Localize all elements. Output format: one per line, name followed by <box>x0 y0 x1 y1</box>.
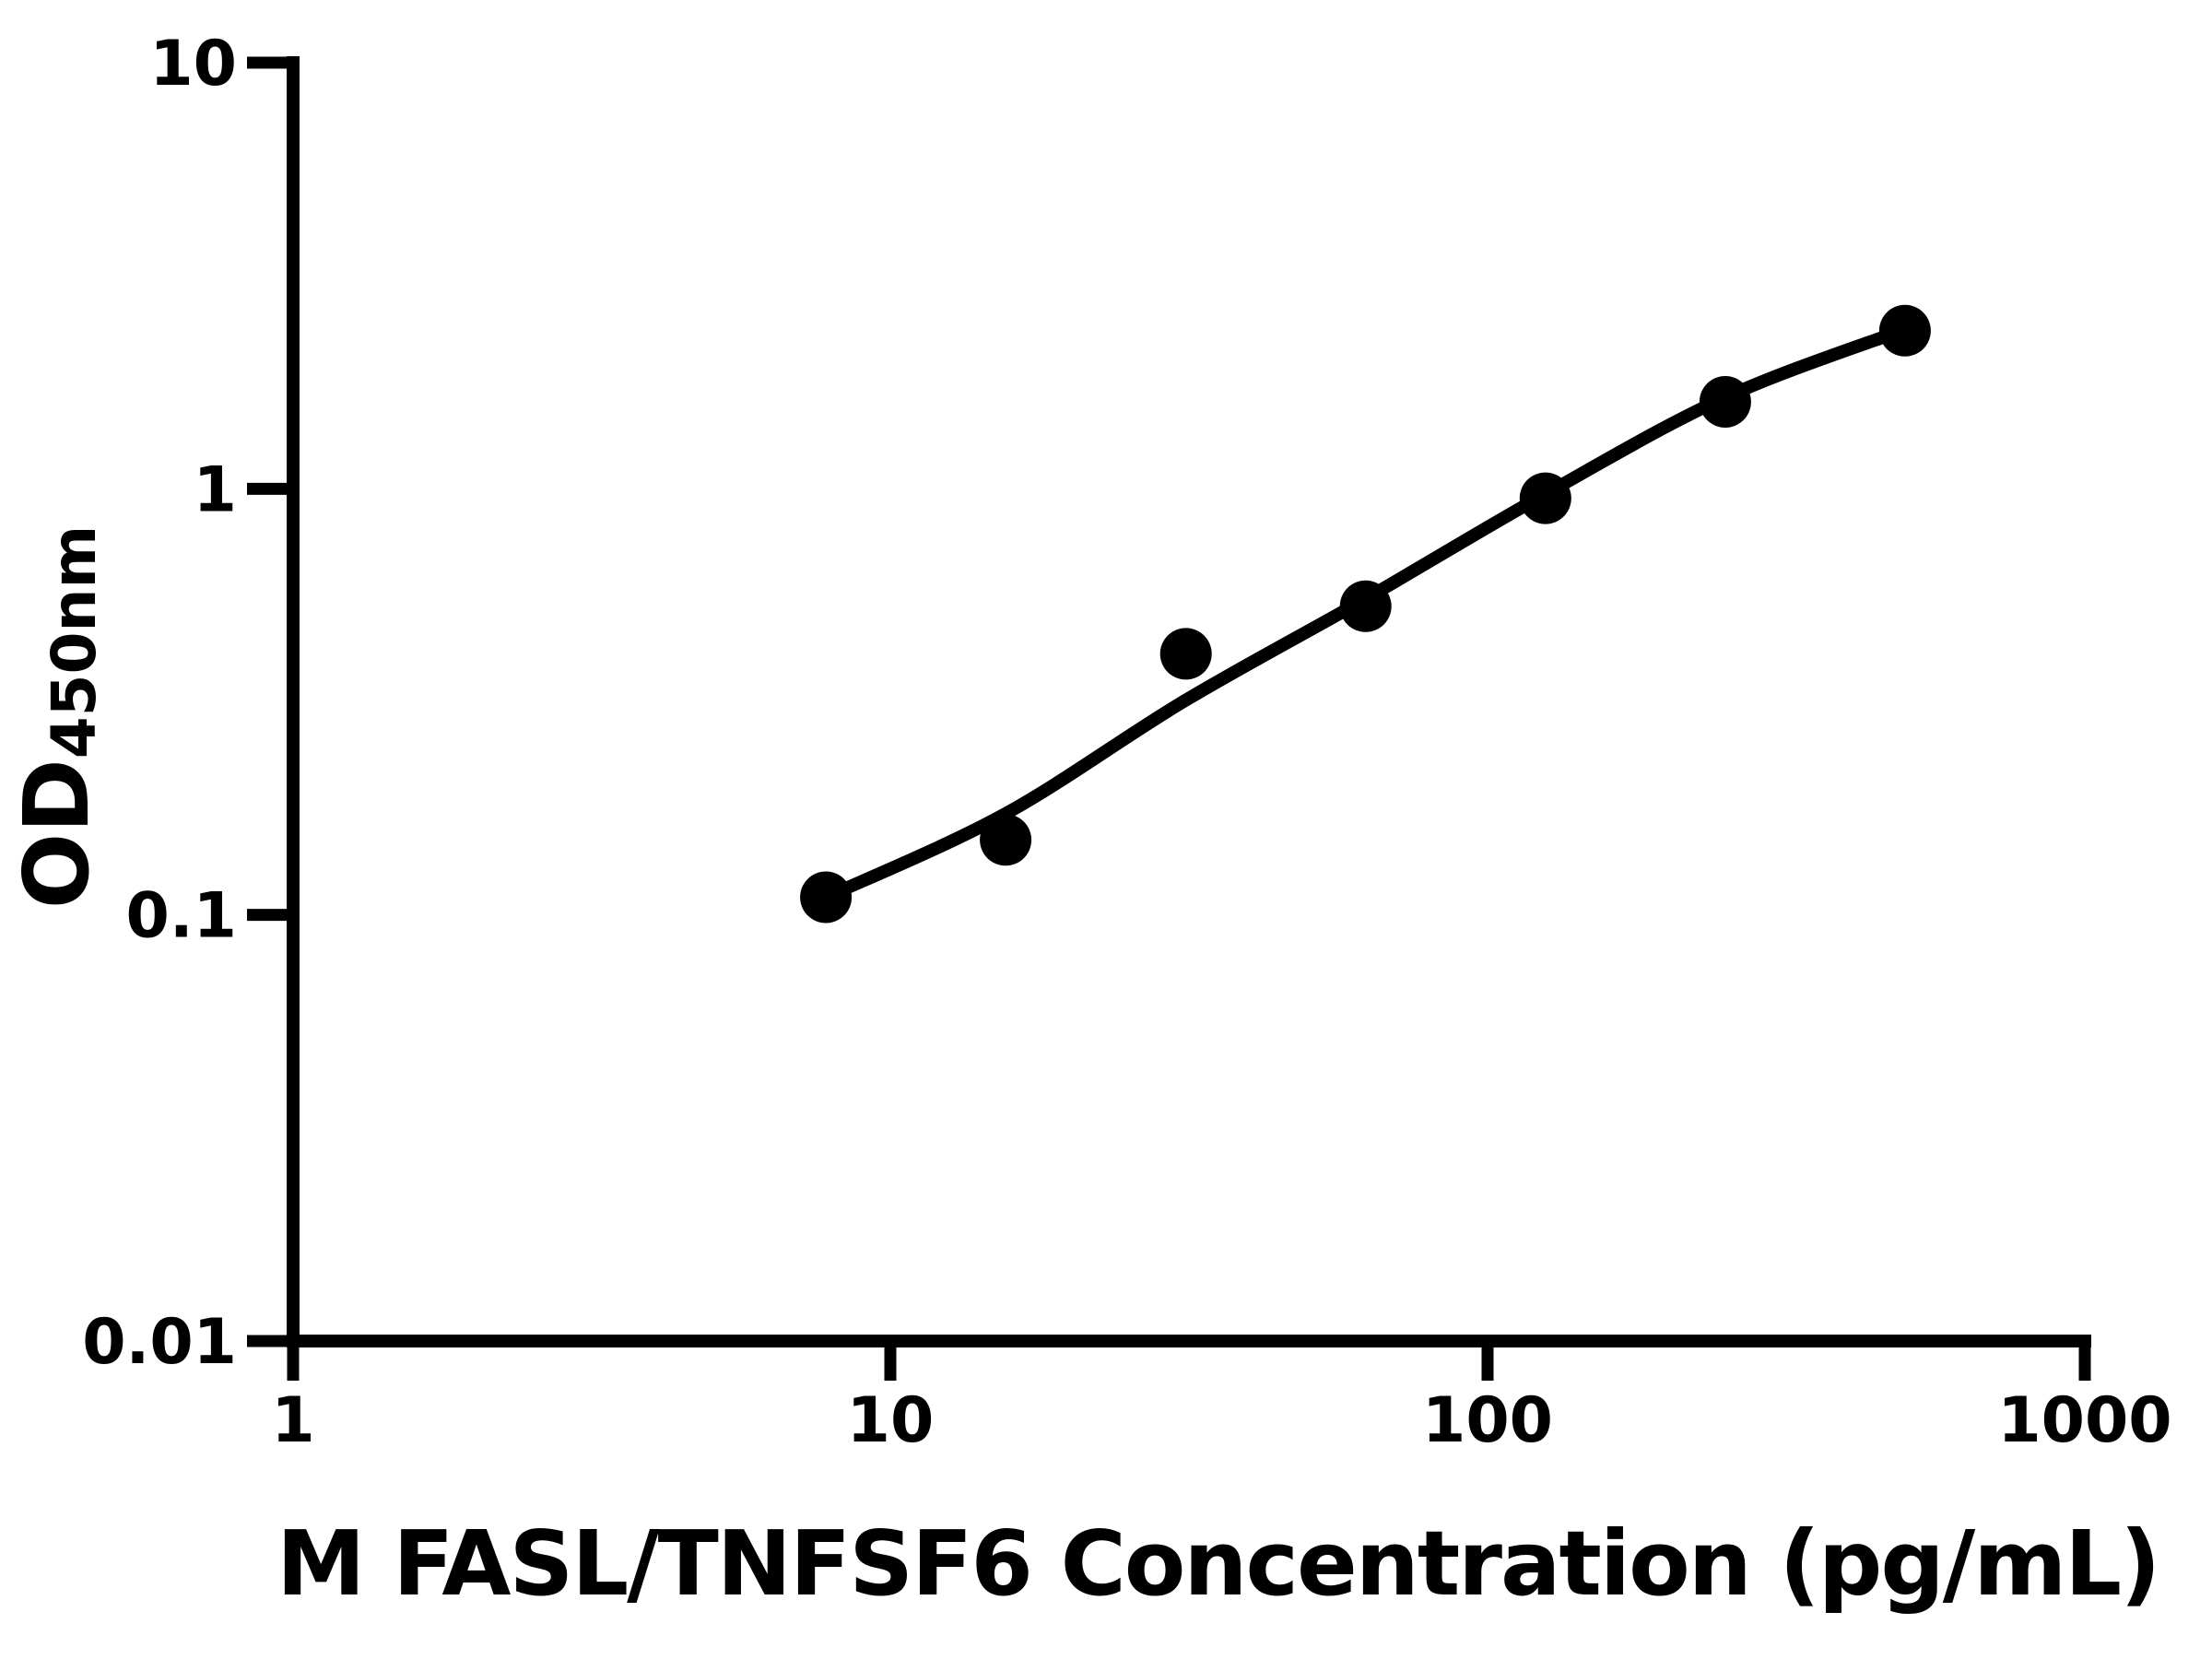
y-axis-title-subscript: 450nm <box>39 524 110 759</box>
y-axis-title: OD 450nm <box>5 487 132 947</box>
data-point <box>1878 304 1931 357</box>
y-tick-label: 0.01 <box>82 1306 237 1379</box>
data-point <box>1699 376 1751 428</box>
x-tick-label: 1 <box>271 1384 314 1457</box>
y-tick-label: 1 <box>194 453 237 526</box>
y-axis-title-main: OD <box>5 759 109 910</box>
y-tick-label: 10 <box>149 28 237 100</box>
data-point <box>1339 580 1392 632</box>
data-point <box>800 871 853 924</box>
y-tick-label: 0.1 <box>126 880 237 953</box>
data-point <box>980 814 1032 866</box>
x-tick-label: 100 <box>1422 1384 1553 1457</box>
data-point <box>1519 472 1571 524</box>
x-tick-label: 10 <box>847 1384 935 1457</box>
data-point <box>1159 628 1212 680</box>
x-axis-title: M FASL/TNFSF6 Concentration (pg/mL) <box>276 1512 2160 1616</box>
x-tick-label: 1000 <box>1997 1384 2171 1457</box>
